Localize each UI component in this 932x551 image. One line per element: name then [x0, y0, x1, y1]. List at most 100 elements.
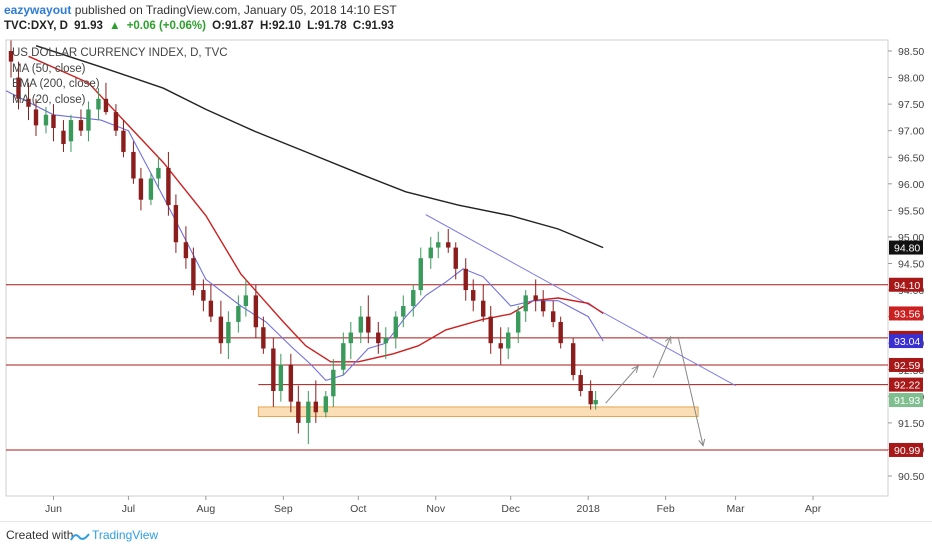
- candle-body: [481, 300, 486, 317]
- candle-body: [243, 295, 249, 306]
- candle-body: [570, 343, 576, 376]
- projection-arrow-head: [698, 438, 706, 447]
- trendline: [425, 214, 736, 387]
- y-tick-label: 96.50: [898, 152, 924, 164]
- candle-body: [411, 290, 416, 306]
- candle-body: [358, 316, 363, 333]
- candle-body: [393, 316, 398, 338]
- candle-body: [96, 98, 101, 110]
- published-text: published on TradingView.com, January 05…: [74, 3, 397, 17]
- x-tick-label: Mar: [727, 503, 746, 515]
- price-label: 94.10: [894, 280, 920, 292]
- candle-body: [226, 321, 231, 344]
- y-tick-label: 98.50: [898, 46, 924, 58]
- candle-body: [166, 167, 171, 206]
- last-price: 91.93: [74, 20, 103, 32]
- candle-body: [418, 258, 423, 291]
- horizontal-levels: [6, 284, 888, 451]
- candle-body: [578, 375, 583, 391]
- x-tick-label: Nov: [426, 503, 445, 515]
- candle-body: [33, 109, 39, 126]
- candle-body: [271, 348, 276, 391]
- symbol-line: TVC:DXY, D 91.93 ▲ +0.06 (+0.06%) O:91.8…: [4, 20, 397, 32]
- price-label-bg: [889, 377, 923, 392]
- created-with-text: Created with: [6, 528, 74, 542]
- author-link[interactable]: eazywayout: [4, 3, 72, 17]
- candle-body: [453, 247, 458, 269]
- candle-body: [488, 316, 493, 344]
- x-tick-label: 2018: [576, 503, 600, 515]
- candle-body: [436, 242, 441, 248]
- projection-arrow-head: [631, 365, 639, 373]
- candle-body: [516, 311, 521, 333]
- candle-body: [428, 247, 433, 259]
- price-label-bg: [889, 357, 923, 372]
- y-tick-label: 95.50: [898, 205, 924, 217]
- ohlc-low: L:91.78: [307, 20, 347, 32]
- candle-body: [540, 300, 546, 312]
- ohlc-close: C:91.93: [352, 20, 394, 32]
- projection-arrows: [605, 335, 706, 447]
- x-tick-label: Dec: [501, 503, 520, 515]
- candle-body: [138, 178, 144, 200]
- price-label-bg: [889, 334, 923, 349]
- y-tick-label: 98.00: [898, 73, 924, 85]
- candle-body: [156, 167, 161, 179]
- projection-arrow-head: [665, 335, 672, 344]
- x-tick-label: Oct: [350, 503, 366, 515]
- price-label-bg: [889, 240, 923, 255]
- candle-body: [131, 151, 136, 179]
- legend-ma50[interactable]: MA (50, close): [12, 62, 86, 75]
- price-labels: 94.8094.1093.5693.1093.0492.5992.2291.93…: [889, 240, 923, 457]
- x-tick-label: Aug: [197, 503, 216, 515]
- symbol: TVC:DXY, D: [4, 20, 68, 32]
- candle-body: [523, 295, 528, 312]
- legend-ma20[interactable]: MA (20, close): [12, 93, 86, 106]
- candle-body: [16, 77, 21, 99]
- price-label: 93.04: [894, 336, 920, 348]
- candle-body: [331, 369, 336, 397]
- y-tick-label: 91.50: [898, 418, 924, 430]
- legend-title: US DOLLAR CURRENCY INDEX, D, TVC: [12, 47, 228, 59]
- y-tick-label: 97.50: [898, 99, 924, 111]
- candle-body: [323, 396, 329, 413]
- candle-body: [348, 332, 354, 344]
- candle-body: [288, 364, 294, 402]
- candle-body: [68, 120, 74, 142]
- candle-body: [550, 311, 556, 322]
- candle-body: [498, 343, 503, 349]
- legend-ema200[interactable]: EMA (200, close): [12, 78, 100, 90]
- price-label: 90.99: [894, 445, 920, 457]
- candle-body: [296, 401, 301, 423]
- x-tick-label: Feb: [657, 503, 675, 515]
- tradingview-link[interactable]: TradingView: [92, 528, 159, 542]
- time-axis[interactable]: Jun Jul Aug Sep Oct Nov Dec 2018 Feb Mar Apr: [45, 496, 822, 515]
- candle-body: [113, 112, 119, 131]
- candle-body: [261, 327, 266, 349]
- ema200-line: [35, 45, 604, 249]
- candles: [8, 40, 598, 445]
- candle-body: [103, 98, 109, 113]
- candle-body: [506, 332, 511, 349]
- candle-body: [8, 51, 14, 62]
- candle-body: [183, 242, 189, 259]
- candle-body: [376, 332, 381, 344]
- y-tick-label: 90.50: [898, 471, 924, 483]
- candle-body: [313, 401, 319, 413]
- projection-arrow-line: [677, 336, 704, 446]
- candle-body: [121, 130, 126, 152]
- candle-body: [201, 290, 206, 301]
- x-tick-label: Jun: [45, 503, 62, 515]
- price-axis[interactable]: 98.5098.0097.5097.0096.5096.0095.5095.00…: [888, 46, 924, 483]
- ohlc-high: H:92.10: [259, 20, 301, 32]
- candle-body: [148, 178, 154, 200]
- candle-body: [51, 114, 56, 129]
- candle-body: [218, 316, 224, 344]
- candle-body: [593, 400, 598, 405]
- y-tick-label: 97.00: [898, 126, 924, 138]
- ohlc-open: O:91.87: [212, 20, 254, 32]
- candle-body: [26, 98, 31, 107]
- price-label: 92.22: [894, 380, 920, 392]
- candle-body: [341, 343, 346, 370]
